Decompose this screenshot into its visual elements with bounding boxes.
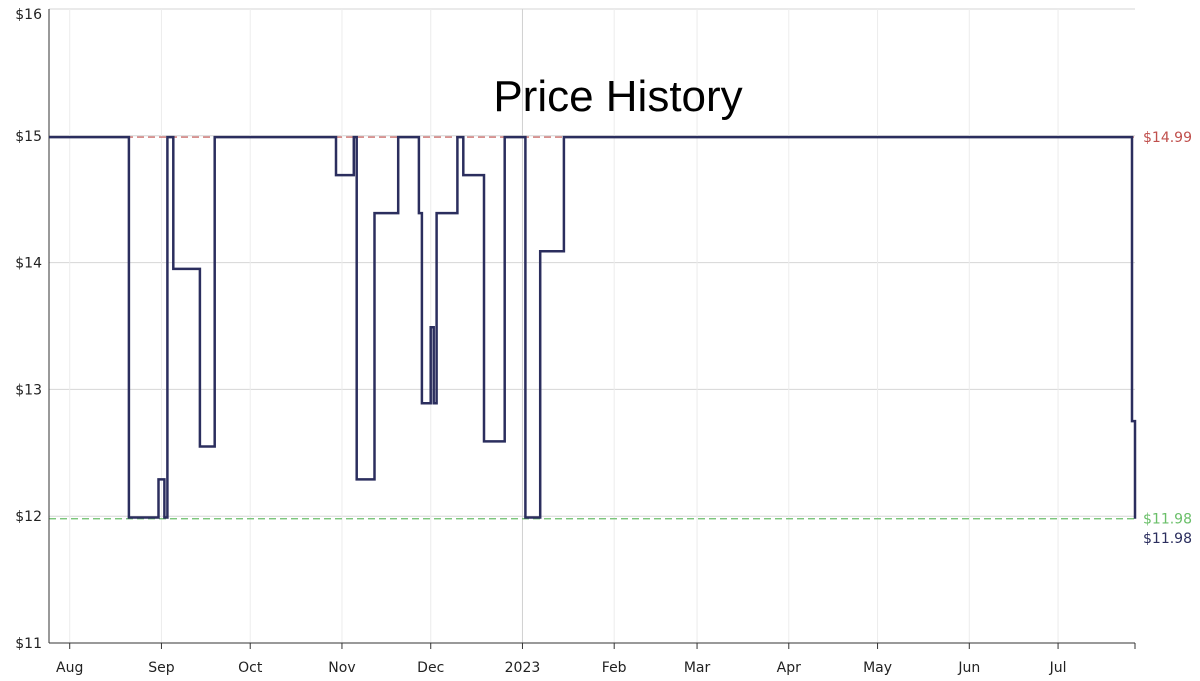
- x-tick-label-5: 2023: [505, 660, 541, 676]
- y-tick-label-5: $16: [15, 7, 42, 23]
- y-tick-label-1: $12: [15, 509, 42, 525]
- x-tick-label-1: Sep: [148, 660, 175, 676]
- x-tick-labels: Aug Sep Oct Nov Dec 2023 Feb Mar Apr May Jun Jul: [56, 660, 1066, 676]
- reference-lines: [49, 136, 1135, 520]
- y-tick-label-4: $15: [15, 129, 42, 145]
- x-tick-label-0: Aug: [56, 660, 83, 676]
- x-gridlines: [69, 9, 1059, 643]
- y-tick-label-2: $13: [15, 382, 42, 398]
- y-tick-label-3: $14: [15, 256, 42, 272]
- price-series-line: [49, 135, 1137, 519]
- x-tick-label-8: Apr: [777, 660, 801, 676]
- reference-labels: $14.99 $11.98: [1143, 130, 1192, 528]
- x-tick-label-2: Oct: [238, 660, 263, 676]
- x-tick-label-3: Nov: [328, 660, 355, 676]
- y-tick-label-0: $11: [15, 636, 42, 652]
- x-tick-label-9: May: [863, 660, 892, 676]
- x-tick-label-6: Feb: [602, 660, 627, 676]
- reference-label-0: $14.99: [1143, 130, 1192, 146]
- y-tick-labels: $11 $12 $13 $14 $15 $16: [15, 7, 42, 652]
- last-price-label: $11.98: [1143, 531, 1192, 547]
- x-tick-label-7: Mar: [684, 660, 711, 676]
- x-tick-label-4: Dec: [417, 660, 444, 676]
- reference-label-1: $11.98: [1143, 512, 1192, 528]
- x-tick-marks: [69, 643, 1136, 649]
- chart-title: Price History: [493, 72, 742, 121]
- x-tick-label-11: Jul: [1049, 660, 1067, 676]
- x-tick-label-10: Jun: [957, 660, 980, 676]
